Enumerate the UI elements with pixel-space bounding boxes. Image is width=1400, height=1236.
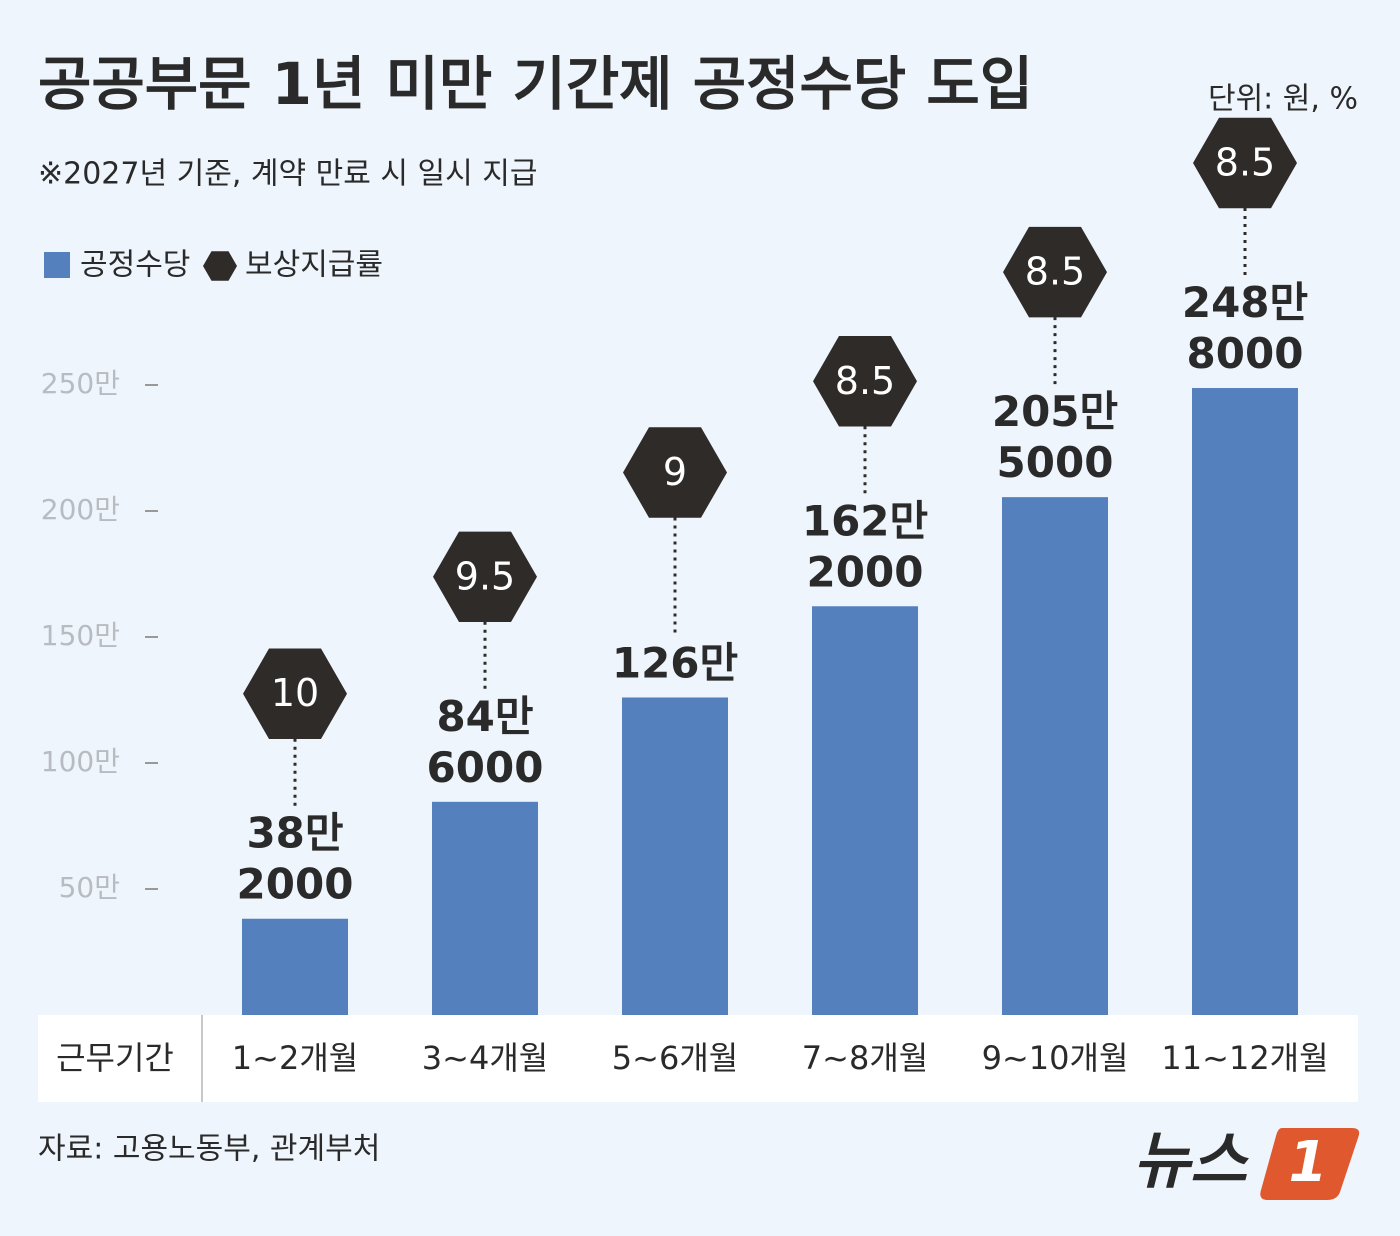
y-tick-label: 50만 [59,871,120,904]
rate-marker [1193,117,1297,209]
rate-marker [1003,226,1107,318]
logo-text: 뉴스 [1133,1124,1249,1197]
rate-label: 10 [271,671,319,715]
bar [242,918,348,1015]
x-header: 근무기간 [56,1039,174,1077]
logo-mark: 1 [1289,1130,1328,1195]
rate-label: 8.5 [835,359,895,403]
rate-label: 8.5 [1215,141,1275,185]
x-tick-label: 11~12개월 [1161,1039,1328,1077]
rate-marker [623,427,727,518]
y-tick-label: 250만 [41,367,120,400]
chart-title: 공공부문 1년 미만 기간제 공정수당 도입 [38,50,1033,118]
bar [1192,388,1298,1015]
data-label: 248만 8000 [1182,278,1308,378]
rate-marker [813,336,917,427]
rate-label: 9 [663,450,687,494]
legend-label: 공정수당 [80,248,190,283]
legend-swatch [203,251,237,281]
category-row [38,1015,1358,1102]
x-tick-label: 1~2개월 [232,1039,358,1077]
rate-marker [243,648,347,739]
bar [432,801,538,1015]
data-label: 126만 [612,638,738,687]
y-tick-label: 150만 [41,619,120,652]
rate-label: 8.5 [1025,250,1085,294]
data-label: 205만 5000 [992,387,1118,487]
data-label: 162만 2000 [802,496,928,596]
unit-note: 단위: 원, % [1208,82,1358,117]
y-tick-label: 100만 [41,745,120,778]
rate-label: 9.5 [455,554,515,598]
bar [622,697,728,1015]
x-tick-label: 3~4개월 [422,1039,548,1077]
bar [812,606,918,1015]
rate-marker [433,531,537,623]
legend-label: 보상지급률 [245,248,383,283]
logo-badge [1260,1128,1360,1200]
x-tick-label: 7~8개월 [802,1039,928,1077]
source: 자료: 고용노동부, 관계부처 [38,1132,380,1167]
legend-swatch [44,252,70,278]
subtitle: ※2027년 기준, 계약 만료 시 일시 지급 [38,157,537,192]
x-tick-label: 9~10개월 [982,1039,1129,1077]
y-tick-label: 200만 [41,493,120,526]
data-label: 84만 6000 [427,691,544,791]
x-tick-label: 5~6개월 [612,1039,738,1077]
bar [1002,497,1108,1015]
data-label: 38만 2000 [237,808,354,908]
